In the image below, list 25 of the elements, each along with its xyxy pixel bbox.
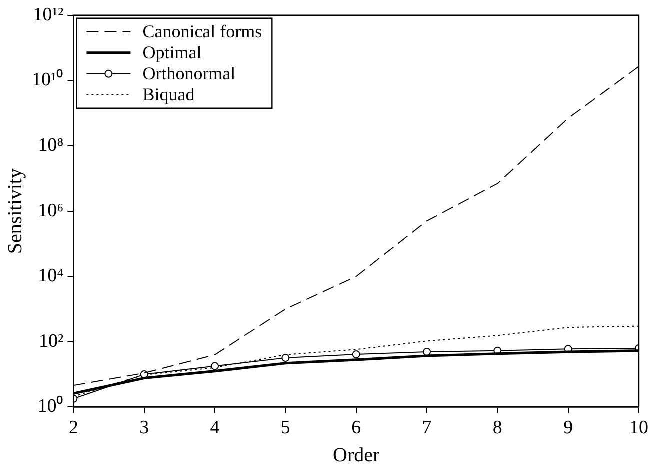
y-tick-label: 10¹⁰ bbox=[32, 68, 64, 91]
y-tick-label: 10⁸ bbox=[38, 134, 64, 156]
x-axis-title: Order bbox=[333, 444, 380, 466]
x-tick-label: 3 bbox=[140, 418, 150, 439]
point bbox=[211, 362, 220, 370]
x-tick-label: 8 bbox=[492, 418, 502, 439]
x-tick-label: 6 bbox=[352, 418, 362, 439]
y-tick-label: 10⁰ bbox=[38, 395, 64, 418]
x-tick-label: 2 bbox=[68, 418, 78, 439]
point bbox=[352, 350, 360, 359]
y-tick-label: 10⁶ bbox=[38, 200, 64, 222]
legend-label: Canonical forms bbox=[142, 22, 262, 42]
x-tick-label: 10 bbox=[630, 418, 648, 439]
y-tick-label: 10² bbox=[38, 330, 64, 352]
point bbox=[282, 354, 290, 362]
legend-label: Optimal bbox=[142, 42, 202, 63]
x-tick-label: 9 bbox=[564, 418, 574, 439]
x-tick-label: 5 bbox=[280, 418, 290, 439]
y-axis-title: Sensitivity bbox=[4, 168, 26, 254]
legend-label: Orthonormal bbox=[142, 64, 236, 84]
y-tick-label: 10⁴ bbox=[38, 266, 64, 287]
x-tick-label: 4 bbox=[210, 418, 220, 439]
x-tick-label: 7 bbox=[422, 418, 432, 439]
y-tick-label: 10¹² bbox=[33, 4, 64, 26]
legend-label: Biquad bbox=[142, 84, 195, 105]
